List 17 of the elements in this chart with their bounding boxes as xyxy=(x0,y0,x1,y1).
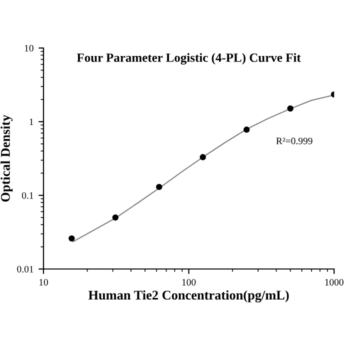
point xyxy=(287,105,294,112)
chart-title: Four Parameter Logistic (4-PL) Curve Fit xyxy=(76,53,301,65)
x-axis-title: Human Tie2 Concentration(pg/mL) xyxy=(88,290,289,302)
y-tick-label: 10 xyxy=(24,44,34,52)
y-tick-label: 0.1 xyxy=(22,192,34,199)
point xyxy=(156,184,162,190)
point xyxy=(200,154,206,160)
point xyxy=(68,235,75,242)
point xyxy=(244,126,250,133)
annotation: R²=0.999 xyxy=(276,138,312,144)
x-tick-label: 1000 xyxy=(325,279,344,286)
x-tick-label: 10 xyxy=(39,279,48,286)
point xyxy=(112,214,118,221)
y-tick-label: 1 xyxy=(30,118,34,126)
y-axis-title: Optical Density xyxy=(0,114,13,202)
x-tick-label: 100 xyxy=(182,279,196,286)
y-tick-label: 0.01 xyxy=(17,266,34,273)
